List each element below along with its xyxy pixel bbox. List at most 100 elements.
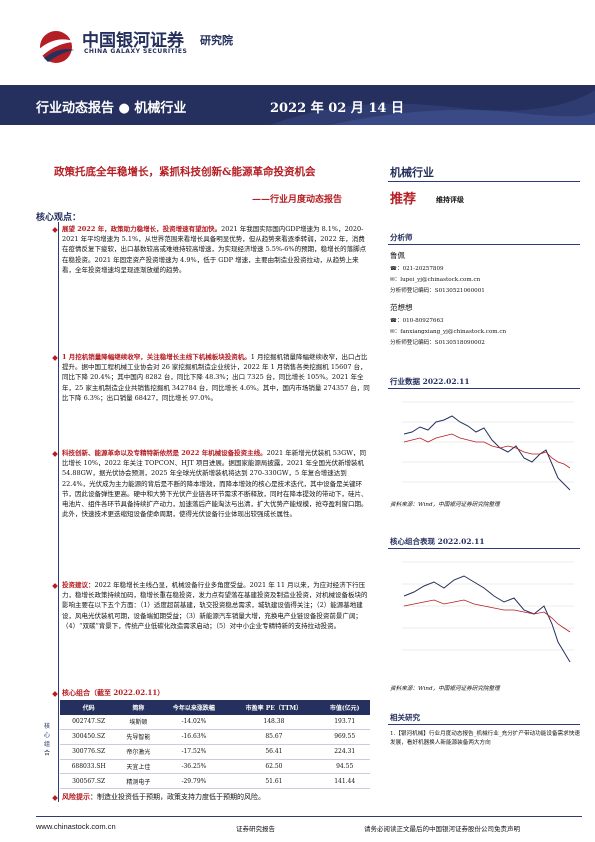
analyst-2-name: 范想想 [390, 303, 413, 312]
chart1-title: 行业数据 2022.02.11 [390, 377, 470, 386]
col-name: 简称 [132, 704, 145, 712]
chart2-source: 资料来源：Wind，中国银河证券研究院整理 [390, 686, 500, 692]
cell: 埃斯顿 [129, 719, 148, 727]
cell: -29.79% [181, 777, 207, 785]
sidebar-rating-note: 维持评级 [436, 195, 464, 204]
cell: 688033.SH [71, 763, 106, 771]
cell: -16.63% [181, 733, 207, 741]
phone-icon: ☎： [390, 266, 403, 272]
cell: 969.55 [334, 733, 356, 741]
phone-icon: ☎： [390, 318, 403, 324]
related-heading: 相关研究 [390, 713, 420, 722]
cell: -17.52% [181, 748, 207, 756]
cell: 300450.SZ [72, 733, 106, 741]
cell: 精测电子 [126, 778, 151, 786]
email-icon: ✉： [390, 277, 401, 283]
table-row: 002747.SZ 埃斯顿 -14.02% 148.38 193.71 [60, 715, 370, 730]
bullet-icon [52, 227, 58, 233]
chart2-line-benchmark [403, 599, 571, 633]
analyst-1: 鲁佩 ☎：021-20257809 ✉：lupei_yj@chinastock.… [390, 250, 585, 297]
table-row: 300567.SZ 精测电子 -29.79% 51.61 141.44 [60, 774, 370, 789]
table-row: 300776.SZ 帝尔激光 -17.52% 56.41 224.31 [60, 744, 370, 760]
cell: 94.55 [336, 763, 354, 771]
chart1-plot [402, 401, 574, 491]
point-4-lead: 投资建议： [62, 581, 95, 589]
cell: 141.44 [334, 777, 356, 785]
point-4: 投资建议：2022 年稳增长主线凸显，机械设备行业多角度受益。2021 年 11… [52, 580, 370, 631]
analyst-heading: 分析师 [390, 233, 413, 242]
cell: 帝尔激光 [126, 749, 151, 757]
sidebar-rule-top [388, 181, 580, 182]
point-3: 科技创新、能源革命以及专精特新依然是 2022 年机械设备投资主线。2021 年… [52, 448, 370, 519]
banner-report-type: 行业动态报告 ● 机械行业 [36, 101, 187, 116]
banner-wave-decoration [270, 90, 595, 125]
portfolio-side-label: 核心组合 [44, 723, 51, 757]
point-4-body: 2022 年稳增长主线凸显，机械设备行业多角度受益。2021 年 11 月以来，… [62, 581, 368, 630]
report-title: 政策托底全年稳增长，紧抓科技创新&能源革命投资机会 [54, 166, 316, 178]
core-heading: 核心观点： [36, 213, 82, 223]
chart2-line-portfolio [403, 575, 571, 663]
footer-website[interactable]: www.chinastock.com.cn [36, 822, 116, 831]
col-ytd: 今年以来涨跌幅 [172, 704, 215, 712]
analyst-1-name: 鲁佩 [390, 251, 405, 260]
company-name-cn: 中国银河证券 [82, 31, 184, 51]
email-icon: ✉： [390, 329, 401, 335]
related-item[interactable]: 1.【银河机械】行业月度动态报告_机械行业_充分扩产带动功能设备需求快速发展，看… [390, 731, 580, 746]
portfolio-table: 代码 简称 今年以来涨跌幅 市盈率 PE（TTM） 市值(亿元) 002747.… [60, 700, 370, 789]
cell: 193.71 [334, 718, 356, 726]
sidebar-industry: 机械行业 [390, 166, 434, 179]
chart2-plot [402, 561, 574, 663]
col-mktcap: 市值(亿元) [329, 704, 360, 712]
table-row: 688033.SH 天宜上佳 -36.25% 62.50 94.55 [60, 759, 370, 774]
analyst-2-email[interactable]: fanxiangxiang_yj@chinastock.com.cn [400, 329, 507, 335]
cell: 300776.SZ [72, 748, 106, 756]
risk-body: 制造业投资低于预期，政策支持力度低于预期的风险。 [97, 793, 265, 801]
report-banner: 行业动态报告 ● 机械行业 2022 年 02 月 14 日 [0, 85, 595, 125]
point-2: 1 月挖机销量降幅继续收窄，关注稳增长主线下机械板块投资机。1 月挖掘机销量降幅… [52, 352, 370, 403]
cell: -36.25% [181, 763, 207, 771]
cell: 先导智能 [126, 734, 151, 742]
table-header-row: 代码 简称 今年以来涨跌幅 市盈率 PE（TTM） 市值(亿元) [60, 700, 370, 715]
related-rule [388, 724, 580, 725]
point-3-body: 2021 年新增光伏装机 53GW，同比增长 10%，2022 年关注 TOPC… [62, 449, 368, 519]
bullet-icon [52, 691, 58, 697]
point-1-body: 2021 年我国实际国内GDP增速为 8.1%，2020-2021 年平均增速为… [62, 225, 367, 274]
point-2-lead: 1 月挖机销量降幅继续收窄，关注稳增长主线下机械板块投资机。 [62, 353, 251, 361]
bullet-icon [52, 355, 58, 361]
analyst-rule [388, 244, 580, 245]
left-vertical-rule [58, 222, 59, 802]
cell: -14.02% [181, 718, 207, 726]
col-pe: 市盈率 PE（TTM） [245, 704, 303, 712]
galaxy-logo-icon [38, 31, 76, 63]
chart2-title: 核心组合表现 2022.02.11 [390, 537, 485, 546]
analyst-1-cert: 分析师登记编码：S0130521060001 [390, 288, 485, 294]
report-subtitle: ——行业月度动态报告 [252, 195, 343, 205]
footer-center: 证券研究报告 [236, 825, 275, 833]
risk-warning: 风险提示：制造业投资低于预期，政策支持力度低于预期的风险。 [52, 792, 373, 802]
cell: 148.38 [263, 718, 285, 726]
analyst-1-email[interactable]: lupei_yj@chinastock.com.cn [400, 277, 481, 283]
cell: 85.67 [265, 733, 283, 741]
banner-date: 2022 年 02 月 14 日 [270, 101, 404, 116]
cell: 天宜上佳 [126, 764, 151, 772]
cell: 002747.SZ [72, 718, 106, 726]
sidebar-rating: 推荐 [390, 192, 417, 207]
bullet-icon [52, 451, 58, 457]
chart1-source: 资料来源：Wind，中国银河证券研究院整理 [390, 502, 500, 508]
chart1-rule [388, 388, 580, 389]
institute-label: 研究院 [200, 34, 233, 47]
chart1-line-industry [403, 415, 571, 491]
company-name-en: CHINA GALAXY SECURITIES [84, 48, 188, 55]
analyst-2: 范想想 ☎：010-80927663 ✉：fanxiangxiang_yj@ch… [390, 302, 585, 349]
footer-disclaimer: 请务必阅读正文最后的中国银河证券股份公司免责声明 [364, 825, 520, 833]
chart1-line-index [403, 433, 571, 469]
analyst-2-cert: 分析师登记编码：S0130518090002 [390, 340, 485, 346]
cell: 224.31 [334, 748, 356, 756]
bullet-icon [52, 795, 58, 801]
logo [34, 28, 78, 66]
analyst-1-phone: 021-20257809 [402, 266, 444, 272]
cell: 51.61 [265, 777, 283, 785]
point-1-lead: 展望 2022 年，政策助力稳增长，投资增速有望加快。 [62, 225, 222, 233]
point-3-lead: 科技创新、能源革命以及专精特新依然是 2022 年机械设备投资主线。 [62, 449, 267, 457]
portfolio-heading-text: 核心组合（截至 2022.02.11） [62, 688, 165, 697]
